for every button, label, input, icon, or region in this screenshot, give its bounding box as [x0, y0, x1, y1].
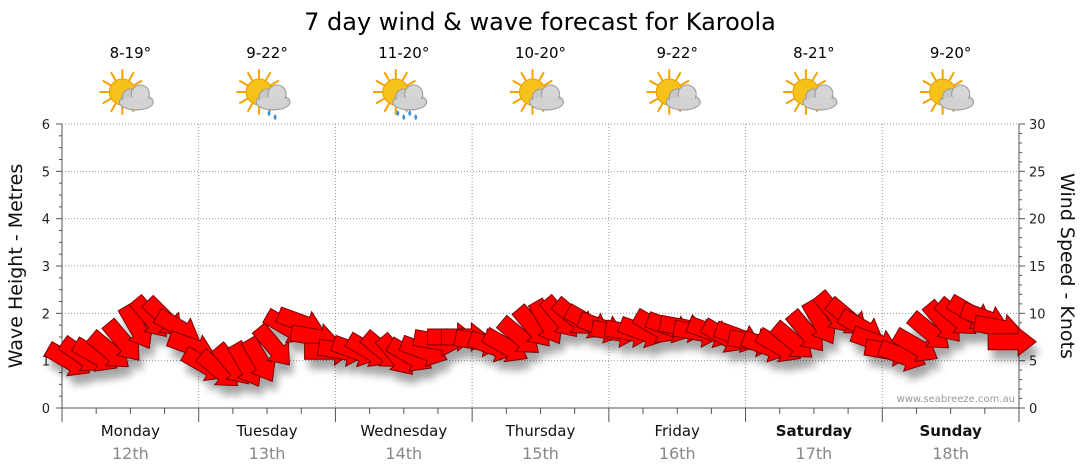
- partly-cloudy-icon: [509, 69, 564, 115]
- right-y-ticks: 0 5 10 15 20 25 30: [1029, 118, 1046, 417]
- date-label: 13th: [249, 444, 286, 463]
- temperature-range: 11-20°: [378, 44, 429, 62]
- left-tick-label: 3: [42, 260, 50, 275]
- showers-icon: [236, 69, 291, 120]
- left-tick-label: 6: [42, 118, 50, 133]
- wind-arrow: [890, 326, 938, 363]
- chart-title: 7 day wind & wave forecast for Karoola: [304, 8, 776, 36]
- watermark: www.seabreeze.com.au: [897, 394, 1015, 405]
- showers-icon: [372, 69, 428, 120]
- left-tick-label: 4: [42, 213, 50, 228]
- right-axis-label: Wind Speed - Knots: [1056, 173, 1078, 359]
- partly-cloudy-icon: [99, 69, 154, 115]
- left-tick-label: 5: [42, 165, 50, 180]
- temperature-range: 9-20°: [930, 44, 972, 62]
- date-label: 18th: [932, 444, 969, 463]
- day-label: Friday: [654, 422, 700, 440]
- left-tick-label: 2: [42, 307, 50, 322]
- day-label: Wednesday: [360, 422, 447, 440]
- right-tick-label: 15: [1029, 260, 1046, 275]
- temperature-range: 10-20°: [515, 44, 566, 62]
- day-columns: 8-19° Monday 12th 9-22° Tuesday 13th 11-20° Wed…: [99, 44, 982, 463]
- left-axis-label: Wave Height - Metres: [5, 164, 27, 368]
- left-y-ticks: 0 1 2 3 4 5 6: [42, 118, 50, 417]
- temperature-range: 8-19°: [110, 44, 152, 62]
- right-tick-label: 20: [1029, 213, 1046, 228]
- right-tick-label: 25: [1029, 165, 1046, 180]
- partly-cloudy-icon: [919, 69, 975, 115]
- day-label: Tuesday: [236, 422, 298, 440]
- day-label: Sunday: [919, 422, 982, 440]
- date-label: 12th: [112, 444, 149, 463]
- right-tick-label: 0: [1029, 402, 1037, 417]
- temperature-range: 9-22°: [246, 44, 288, 62]
- right-tick-label: 30: [1029, 118, 1046, 133]
- minor-ticks: [56, 123, 1025, 422]
- date-label: 17th: [796, 444, 833, 463]
- date-label: 16th: [659, 444, 696, 463]
- wind-arrow: [251, 322, 290, 366]
- wind-arrow: [987, 326, 1037, 357]
- date-label: 15th: [522, 444, 559, 463]
- right-tick-label: 5: [1029, 355, 1037, 370]
- partly-cloudy-icon: [782, 69, 838, 115]
- day-label: Monday: [101, 422, 160, 440]
- day-label: Saturday: [776, 422, 853, 440]
- day-label: Thursday: [505, 422, 576, 440]
- temperature-range: 8-21°: [793, 44, 835, 62]
- date-label: 14th: [385, 444, 422, 463]
- partly-cloudy-icon: [646, 69, 701, 115]
- temperature-range: 9-22°: [656, 44, 698, 62]
- right-tick-label: 10: [1029, 307, 1046, 322]
- wind-arrows: [43, 289, 1037, 387]
- left-tick-label: 1: [42, 355, 50, 370]
- left-tick-label: 0: [42, 402, 50, 417]
